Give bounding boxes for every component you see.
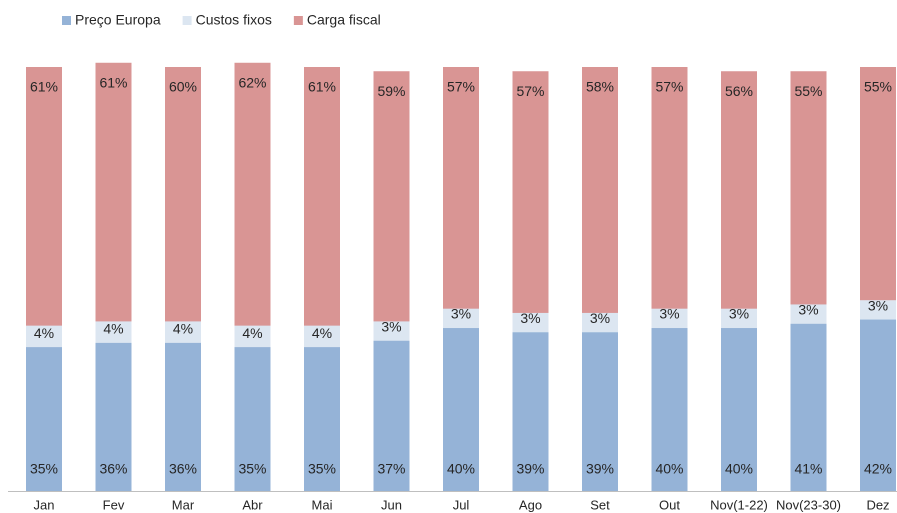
bar-segment: [512, 71, 549, 313]
bar-segment: [304, 67, 340, 326]
bar-segment: [721, 321, 757, 491]
data-label: 59%: [377, 83, 405, 99]
data-label: 3%: [590, 310, 610, 326]
bar-segment: [304, 342, 340, 491]
bar-segment: [443, 321, 479, 491]
data-label: 40%: [447, 461, 475, 477]
x-tick-label: Dez: [866, 497, 889, 512]
data-label: 36%: [169, 461, 197, 477]
data-label: 35%: [308, 461, 336, 477]
bar-segment: [651, 67, 688, 309]
legend-label: Preço Europa: [75, 12, 161, 28]
x-tick-label: Set: [590, 497, 610, 512]
x-tick-label: Jan: [34, 497, 55, 512]
bar-segment: [165, 338, 201, 491]
x-tick-label: Fev: [103, 497, 125, 512]
data-label: 3%: [520, 310, 540, 326]
legend-swatch: [62, 16, 71, 25]
data-label: 57%: [447, 79, 475, 95]
bar-segment: [582, 67, 618, 313]
bar-segment: [790, 71, 827, 305]
data-label: 58%: [586, 79, 614, 95]
bar-segment: [95, 338, 132, 491]
data-label: 4%: [34, 325, 54, 341]
x-tick-label: Nov(23-30): [776, 497, 841, 512]
data-label: 56%: [725, 83, 753, 99]
data-label: 55%: [794, 83, 822, 99]
data-label: 61%: [30, 79, 58, 95]
x-tick-label: Nov(1-22): [710, 497, 768, 512]
data-label: 3%: [451, 306, 471, 322]
bar-segment: [165, 67, 201, 322]
legend-swatch: [182, 16, 192, 25]
bar-segment: [512, 325, 549, 491]
bar-segment: [860, 312, 896, 491]
x-tick-label: Mai: [312, 497, 333, 512]
x-tick-label: Out: [659, 497, 680, 512]
data-label: 61%: [99, 74, 127, 90]
bar-segment: [651, 321, 688, 491]
data-label: 55%: [864, 79, 892, 95]
bar-segment: [95, 62, 132, 322]
data-label: 4%: [312, 325, 332, 341]
bar-segment: [373, 71, 410, 322]
data-label: 57%: [655, 79, 683, 95]
data-label: 35%: [30, 461, 58, 477]
x-tick-label: Abr: [242, 497, 263, 512]
bar-segment: [582, 325, 618, 491]
legend-swatch: [293, 16, 303, 25]
x-tick-label: Mar: [172, 497, 195, 512]
legend-label: Custos fixos: [196, 12, 272, 28]
data-label: 3%: [659, 306, 679, 322]
bar-segment: [860, 67, 896, 301]
bar-segment: [234, 62, 271, 326]
data-label: 37%: [377, 461, 405, 477]
data-label: 39%: [516, 461, 544, 477]
data-label: 36%: [99, 461, 127, 477]
bar-segment: [443, 67, 479, 309]
data-label: 4%: [103, 321, 123, 337]
data-label: 41%: [794, 461, 822, 477]
bar-segment: [373, 334, 410, 491]
data-label: 42%: [864, 461, 892, 477]
x-tick-label: Ago: [519, 497, 542, 512]
data-label: 3%: [798, 302, 818, 318]
bar-segment: [234, 342, 271, 491]
x-tick-label: Jul: [453, 497, 470, 512]
data-label: 57%: [516, 83, 544, 99]
data-label: 35%: [238, 461, 266, 477]
data-label: 4%: [173, 321, 193, 337]
data-label: 3%: [729, 306, 749, 322]
data-label: 60%: [169, 79, 197, 95]
data-label: 62%: [238, 74, 266, 90]
data-label: 3%: [868, 297, 888, 313]
data-label: 39%: [586, 461, 614, 477]
bar-segment: [790, 317, 827, 491]
bar-segment: [721, 71, 757, 309]
x-tick-label: Jun: [381, 497, 402, 512]
data-label: 40%: [725, 461, 753, 477]
bar-segment: [26, 342, 62, 491]
legend-label: Carga fiscal: [307, 12, 381, 28]
data-label: 40%: [655, 461, 683, 477]
data-label: 4%: [242, 325, 262, 341]
data-label: 3%: [381, 318, 401, 334]
bar-segment: [26, 67, 62, 326]
data-label: 61%: [308, 79, 336, 95]
